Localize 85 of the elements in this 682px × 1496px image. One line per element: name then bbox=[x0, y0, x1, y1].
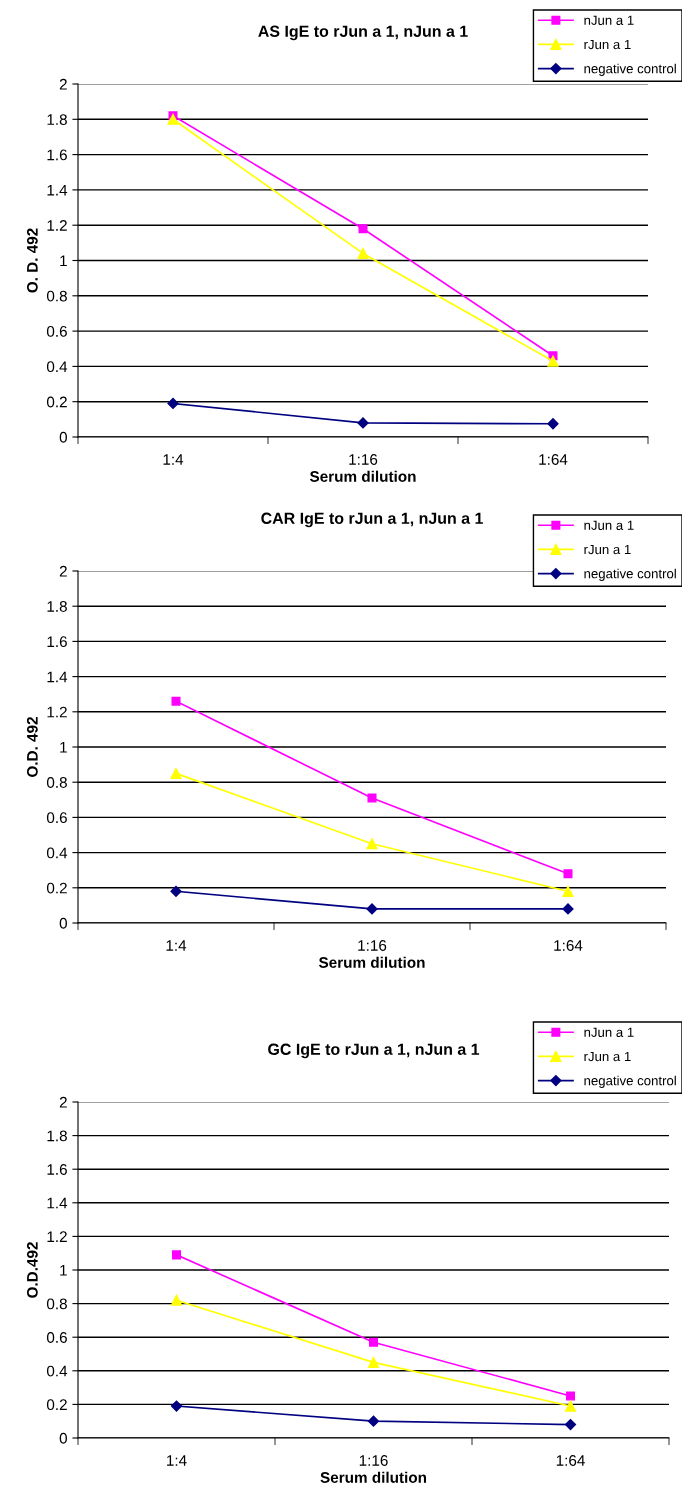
y-tick-label: 0 bbox=[59, 917, 67, 929]
y-axis-title: O.D. 492 bbox=[26, 717, 38, 777]
legend-label: rJun a 1 bbox=[584, 1051, 631, 1062]
y-tick-label: 0.6 bbox=[46, 1332, 67, 1343]
legend-label: negative control bbox=[584, 63, 676, 76]
y-tick-label: 1.4 bbox=[47, 671, 68, 683]
y-tick-label: 1.8 bbox=[47, 114, 67, 125]
y-axis-title: O.D.492 bbox=[26, 1242, 38, 1298]
y-tick-label: 0.6 bbox=[46, 325, 67, 337]
point bbox=[170, 1294, 183, 1306]
legend-label: nJun a 1 bbox=[584, 1027, 634, 1037]
point bbox=[563, 869, 573, 879]
x-tick-label: 1:4 bbox=[167, 1455, 187, 1466]
y-tick-label: 1 bbox=[60, 742, 67, 753]
point bbox=[547, 418, 559, 430]
point bbox=[564, 1400, 577, 1412]
x-tick-label: 1:64 bbox=[554, 940, 583, 951]
y-tick-label: 1.6 bbox=[47, 636, 67, 648]
y-tick-label: 0.2 bbox=[46, 882, 67, 894]
point bbox=[167, 397, 179, 410]
x-tick-label: 1:16 bbox=[359, 1455, 388, 1466]
y-tick-label: 1.6 bbox=[47, 149, 67, 161]
y-tick-label: 0.4 bbox=[46, 1365, 68, 1377]
point bbox=[167, 113, 179, 125]
y-axis-title: O. D. 492 bbox=[26, 228, 38, 293]
point bbox=[357, 247, 369, 259]
legend-label: negative control bbox=[584, 568, 676, 581]
point bbox=[565, 1391, 576, 1401]
point bbox=[358, 224, 368, 234]
point bbox=[170, 767, 182, 779]
y-tick-label: 2 bbox=[59, 1096, 67, 1108]
x-tick-label: 1:4 bbox=[166, 940, 187, 951]
point bbox=[357, 417, 369, 429]
x-axis-title: Serum dilution bbox=[309, 470, 416, 482]
y-tick-label: 1.8 bbox=[47, 1130, 67, 1142]
legend-label: nJun a 1 bbox=[584, 15, 634, 25]
point bbox=[562, 885, 574, 897]
point bbox=[562, 903, 574, 915]
y-tick-label: 0.4 bbox=[46, 847, 68, 859]
y-tick-label: 1.4 bbox=[47, 1197, 68, 1209]
point bbox=[367, 1356, 380, 1368]
point bbox=[170, 1400, 183, 1412]
point bbox=[564, 1418, 577, 1431]
legend-label: nJun a 1 bbox=[584, 520, 634, 530]
point bbox=[368, 1337, 379, 1347]
x-tick-label: 1:4 bbox=[163, 454, 184, 465]
y-tick-label: 0.2 bbox=[46, 1399, 67, 1411]
y-tick-label: 1.4 bbox=[47, 184, 68, 196]
y-tick-label: 0.8 bbox=[46, 1298, 67, 1310]
point bbox=[547, 355, 559, 367]
y-tick-label: 1.6 bbox=[47, 1164, 67, 1175]
y-tick-label: 0.4 bbox=[46, 361, 68, 373]
y-tick-label: 0 bbox=[59, 1432, 67, 1444]
x-axis-title: Serum dilution bbox=[318, 956, 425, 968]
point bbox=[171, 1250, 182, 1260]
y-tick-label: 1.8 bbox=[47, 601, 67, 612]
y-tick-label: 0.8 bbox=[46, 777, 67, 788]
point bbox=[366, 903, 378, 915]
chart-title: GC IgE to rJun a 1, nJun a 1 bbox=[268, 1043, 480, 1059]
x-axis-title: Serum dilution bbox=[320, 1471, 427, 1483]
legend-label: rJun a 1 bbox=[584, 39, 631, 50]
y-tick-label: 1.2 bbox=[47, 1231, 67, 1242]
point bbox=[170, 885, 182, 897]
y-tick-label: 2 bbox=[59, 565, 67, 577]
y-tick-label: 1 bbox=[60, 1265, 67, 1276]
chart-title: CAR IgE to rJun a 1, nJun a 1 bbox=[261, 512, 483, 528]
y-tick-label: 1.2 bbox=[47, 220, 67, 231]
point bbox=[367, 1415, 380, 1427]
point bbox=[366, 838, 378, 850]
y-tick-label: 0.6 bbox=[46, 812, 67, 824]
y-tick-label: 0 bbox=[59, 431, 67, 443]
y-tick-label: 1 bbox=[60, 255, 67, 267]
y-tick-label: 2 bbox=[59, 78, 67, 90]
chart-title: AS IgE to rJun a 1, nJun a 1 bbox=[258, 25, 468, 41]
point bbox=[367, 793, 377, 803]
x-tick-label: 1:16 bbox=[358, 940, 387, 951]
y-tick-label: 1.2 bbox=[47, 706, 67, 718]
legend-label: rJun a 1 bbox=[584, 544, 631, 555]
y-tick-label: 0.2 bbox=[46, 396, 67, 408]
x-tick-label: 1:64 bbox=[556, 1455, 585, 1466]
y-tick-label: 0.8 bbox=[46, 290, 67, 302]
x-tick-label: 1:64 bbox=[539, 454, 568, 465]
x-tick-label: 1:16 bbox=[349, 454, 378, 465]
legend-label: negative control bbox=[584, 1075, 676, 1088]
point bbox=[171, 696, 181, 706]
